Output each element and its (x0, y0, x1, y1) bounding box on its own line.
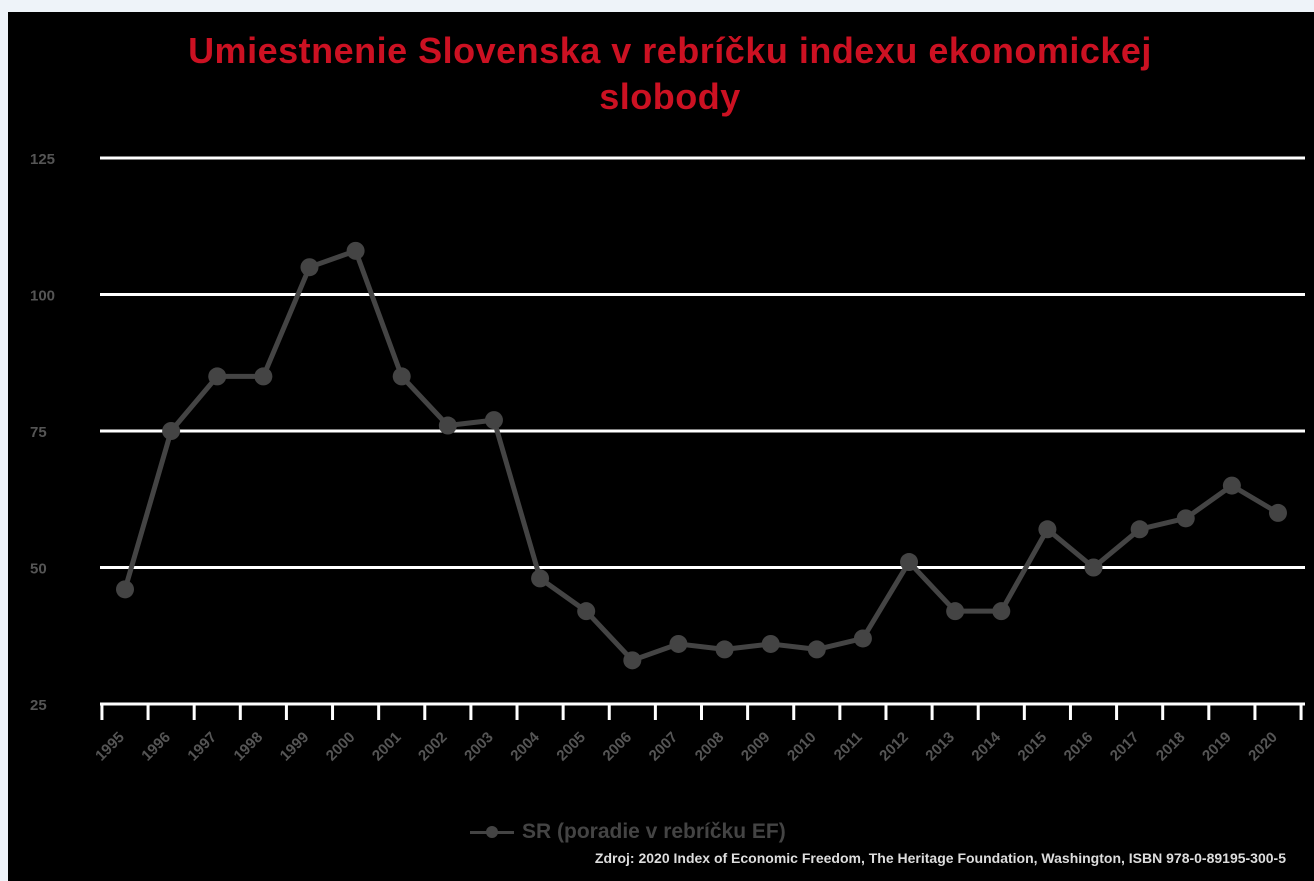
data-point-1995 (116, 580, 134, 599)
x-tick-label-2009: 2009 (738, 729, 774, 765)
source-note: Zdroj: 2020 Index of Economic Freedom, T… (594, 850, 1286, 866)
x-tick-label-2018: 2018 (1153, 729, 1189, 765)
data-point-2018 (1176, 509, 1195, 528)
x-tick-label-2006: 2006 (600, 729, 636, 765)
x-tick-label-1995: 1995 (92, 729, 128, 765)
data-point-1997 (208, 367, 227, 386)
x-tick-label-1998: 1998 (231, 729, 267, 765)
x-tick-label-1997: 1997 (184, 729, 220, 765)
x-tick-label-2016: 2016 (1061, 729, 1097, 765)
data-point-2015 (1038, 520, 1057, 539)
chart-title: Umiestnenie Slovenska v rebríčku indexu … (188, 30, 1152, 117)
chart-legend: SR (poradie v rebríčku EF) (470, 820, 786, 844)
x-tick-label-2004: 2004 (507, 728, 543, 764)
y-tick-label-125: 125 (30, 151, 55, 168)
x-tick-label-2017: 2017 (1107, 729, 1143, 765)
data-point-2007 (669, 634, 688, 653)
data-point-2000 (346, 241, 365, 260)
data-point-2009 (761, 634, 780, 653)
x-tick-label-2003: 2003 (461, 729, 497, 765)
data-point-2014 (992, 602, 1011, 621)
data-point-2001 (392, 367, 411, 386)
x-tick-label-2007: 2007 (646, 729, 682, 765)
data-point-2016 (1084, 558, 1103, 577)
x-tick-label-2005: 2005 (553, 729, 589, 765)
data-point-2004 (531, 569, 550, 588)
data-point-2012 (900, 553, 919, 572)
data-point-2019 (1222, 476, 1241, 495)
data-point-2020 (1269, 503, 1287, 522)
x-tick-label-2012: 2012 (876, 729, 912, 765)
data-point-2006 (623, 651, 642, 670)
x-tick-label-2015: 2015 (1015, 729, 1051, 765)
data-point-2010 (807, 640, 826, 659)
data-point-2017 (1130, 520, 1149, 539)
x-tick-label-2002: 2002 (415, 729, 451, 765)
series-line-0 (122, 248, 1280, 663)
x-tick-label-2020: 2020 (1245, 729, 1281, 765)
y-tick-label-50: 50 (30, 561, 47, 578)
data-point-1998 (254, 367, 273, 386)
x-tick-label-2008: 2008 (692, 729, 728, 765)
x-tick-label-1999: 1999 (277, 729, 313, 765)
legend-line-marker-icon (470, 824, 514, 840)
data-point-2003 (484, 411, 503, 430)
x-tick-label-2001: 2001 (369, 729, 405, 765)
x-tick-label-1996: 1996 (138, 729, 174, 765)
data-point-2008 (715, 640, 734, 659)
y-tick-label-25: 25 (30, 697, 47, 714)
x-tick-label-2010: 2010 (784, 729, 820, 765)
x-tick-label-2013: 2013 (922, 729, 958, 765)
data-point-1999 (300, 258, 319, 277)
data-point-2002 (438, 416, 457, 435)
data-point-2005 (577, 602, 596, 621)
x-tick-label-2011: 2011 (831, 729, 866, 764)
legend-series-label: SR (poradie v rebríčku EF) (522, 820, 786, 843)
y-tick-label-100: 100 (30, 288, 55, 305)
data-point-1996 (162, 422, 181, 440)
data-point-2013 (946, 602, 965, 621)
x-tick-label-2000: 2000 (323, 729, 359, 765)
y-tick-label-75: 75 (30, 424, 47, 441)
data-point-2011 (853, 629, 872, 648)
x-tick-label-2019: 2019 (1199, 729, 1235, 765)
x-tick-label-2014: 2014 (968, 728, 1004, 764)
